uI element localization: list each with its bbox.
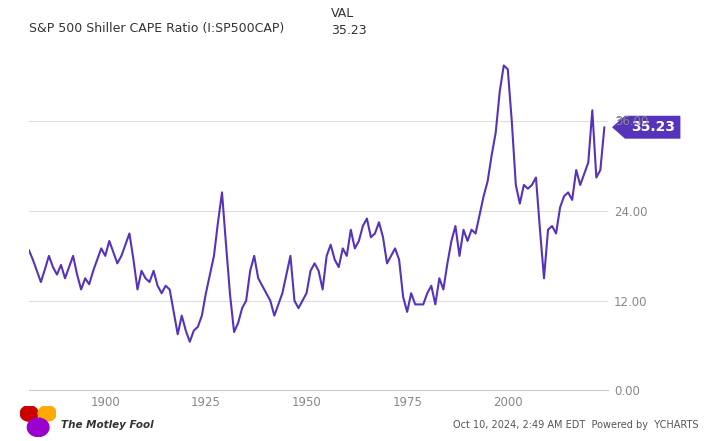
Text: 35.23: 35.23: [331, 25, 366, 37]
Circle shape: [38, 406, 56, 421]
Circle shape: [20, 406, 38, 421]
Text: S&P 500 Shiller CAPE Ratio (I:SP500CAP): S&P 500 Shiller CAPE Ratio (I:SP500CAP): [29, 22, 284, 35]
Text: Oct 10, 2024, 2:49 AM EDT  Powered by  YCHARTS: Oct 10, 2024, 2:49 AM EDT Powered by YCH…: [453, 420, 698, 430]
Circle shape: [27, 418, 49, 437]
Text: The Motley Fool: The Motley Fool: [61, 420, 154, 430]
Text: 36.00: 36.00: [616, 115, 649, 128]
Text: VAL: VAL: [331, 7, 354, 20]
Text: 35.23: 35.23: [631, 120, 675, 134]
